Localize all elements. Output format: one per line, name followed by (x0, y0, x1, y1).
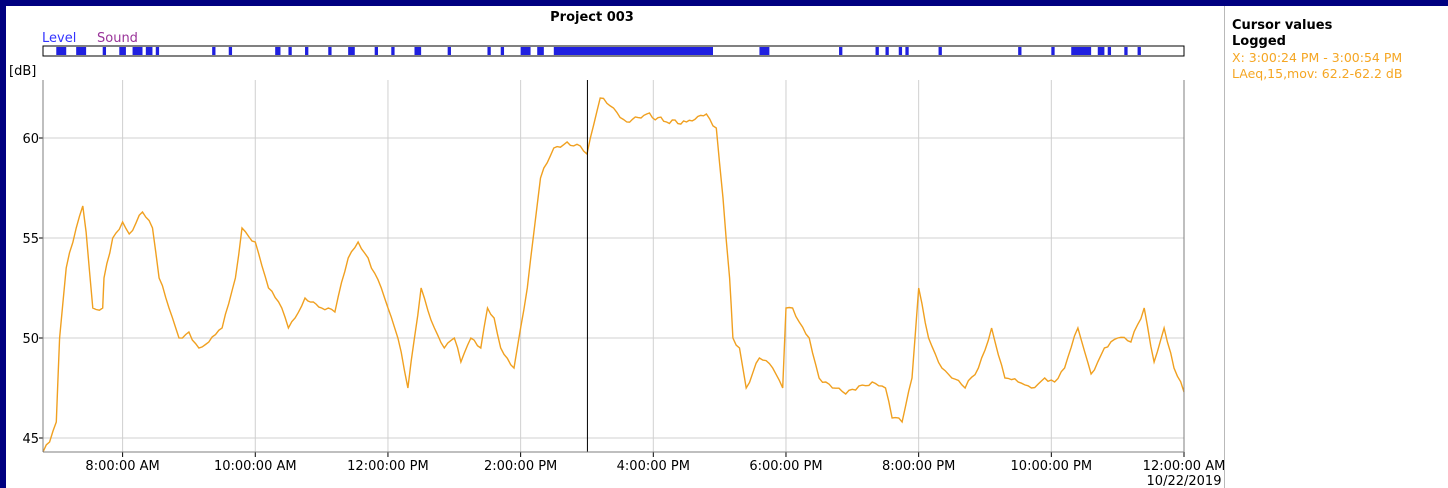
activity-segment (885, 47, 889, 55)
activity-segment (328, 47, 332, 55)
y-axis-label: [dB] (9, 64, 36, 79)
chart-title: Project 003 (550, 10, 634, 25)
x-tick-label: 8:00:00 AM (85, 459, 159, 474)
cursor-x-value: X: 3:00:24 PM - 3:00:54 PM (1232, 50, 1403, 65)
chart-frame: Project 003 Level Sound [dB] 45 50 55 60 8:… (6, 6, 1448, 488)
activity-bar[interactable] (56, 47, 1141, 55)
activity-segment (1018, 47, 1022, 55)
activity-segment (553, 47, 714, 55)
activity-segment (1124, 47, 1128, 55)
activity-segment (759, 47, 770, 55)
activity-segment (414, 47, 422, 55)
activity-segment (537, 47, 544, 55)
activity-segment (1137, 47, 1141, 55)
activity-segment (520, 47, 531, 55)
x-tick-date-label: 10/22/2019 (1147, 474, 1222, 488)
activity-segment (500, 47, 505, 55)
activity-segment (155, 47, 160, 55)
activity-segment (391, 47, 395, 55)
x-tick-label: 10:00:00 AM (214, 459, 297, 474)
gridlines (43, 80, 1185, 452)
activity-segment (76, 47, 87, 55)
legend-level[interactable]: Level (42, 31, 76, 46)
activity-segment (839, 47, 843, 55)
activity-segment (212, 47, 216, 55)
activity-segment (938, 47, 942, 55)
activity-segment (447, 47, 451, 55)
activity-segment (119, 47, 126, 55)
chart[interactable]: Project 003 Level Sound [dB] 45 50 55 60 8:… (6, 6, 1224, 488)
activity-segment (275, 47, 281, 55)
x-tick-label: 2:00:00 PM (484, 459, 557, 474)
cursor-values-panel: Cursor values Logged X: 3:00:24 PM - 3:0… (1224, 6, 1448, 488)
activity-segment (348, 47, 355, 55)
x-tick-label: 12:00:00 PM (347, 459, 429, 474)
activity-segment (102, 47, 107, 55)
x-tick-label: 8:00:00 PM (882, 459, 955, 474)
series-line-laeq (42, 97, 1185, 453)
x-tick-label: 10:00:00 PM (1011, 459, 1093, 474)
y-tick-label: 45 (22, 432, 39, 447)
panel-subheading: Logged (1232, 34, 1286, 49)
activity-segment (1071, 47, 1092, 55)
panel-heading: Cursor values (1232, 18, 1333, 33)
cursor-series-value: LAeq,15,mov: 62.2-62.2 dB (1232, 66, 1403, 81)
activity-segment (1097, 47, 1105, 55)
activity-segment (487, 47, 491, 55)
activity-segment (875, 47, 879, 55)
y-tick-label: 60 (22, 132, 39, 147)
activity-segment (145, 47, 153, 55)
activity-segment (288, 47, 292, 55)
legend-sound[interactable]: Sound (97, 31, 138, 46)
y-tick-label: 50 (22, 332, 39, 347)
activity-segment (228, 47, 233, 55)
x-tick-label: 12:00:00 AM (1143, 459, 1224, 474)
activity-segment (898, 47, 903, 55)
activity-segment (1051, 47, 1055, 55)
activity-segment (56, 47, 67, 55)
activity-segment (374, 47, 379, 55)
activity-segment (905, 47, 909, 55)
x-ticks: 8:00:00 AM 10:00:00 AM 12:00:00 PM 2:00:00 … (85, 452, 1224, 488)
y-tick-label: 55 (22, 232, 39, 247)
activity-segment (1107, 47, 1112, 55)
activity-segment (132, 47, 143, 55)
x-tick-label: 4:00:00 PM (617, 459, 690, 474)
activity-segment (305, 47, 309, 55)
y-ticks: 45 50 55 60 (22, 132, 43, 447)
x-tick-label: 6:00:00 PM (749, 459, 822, 474)
